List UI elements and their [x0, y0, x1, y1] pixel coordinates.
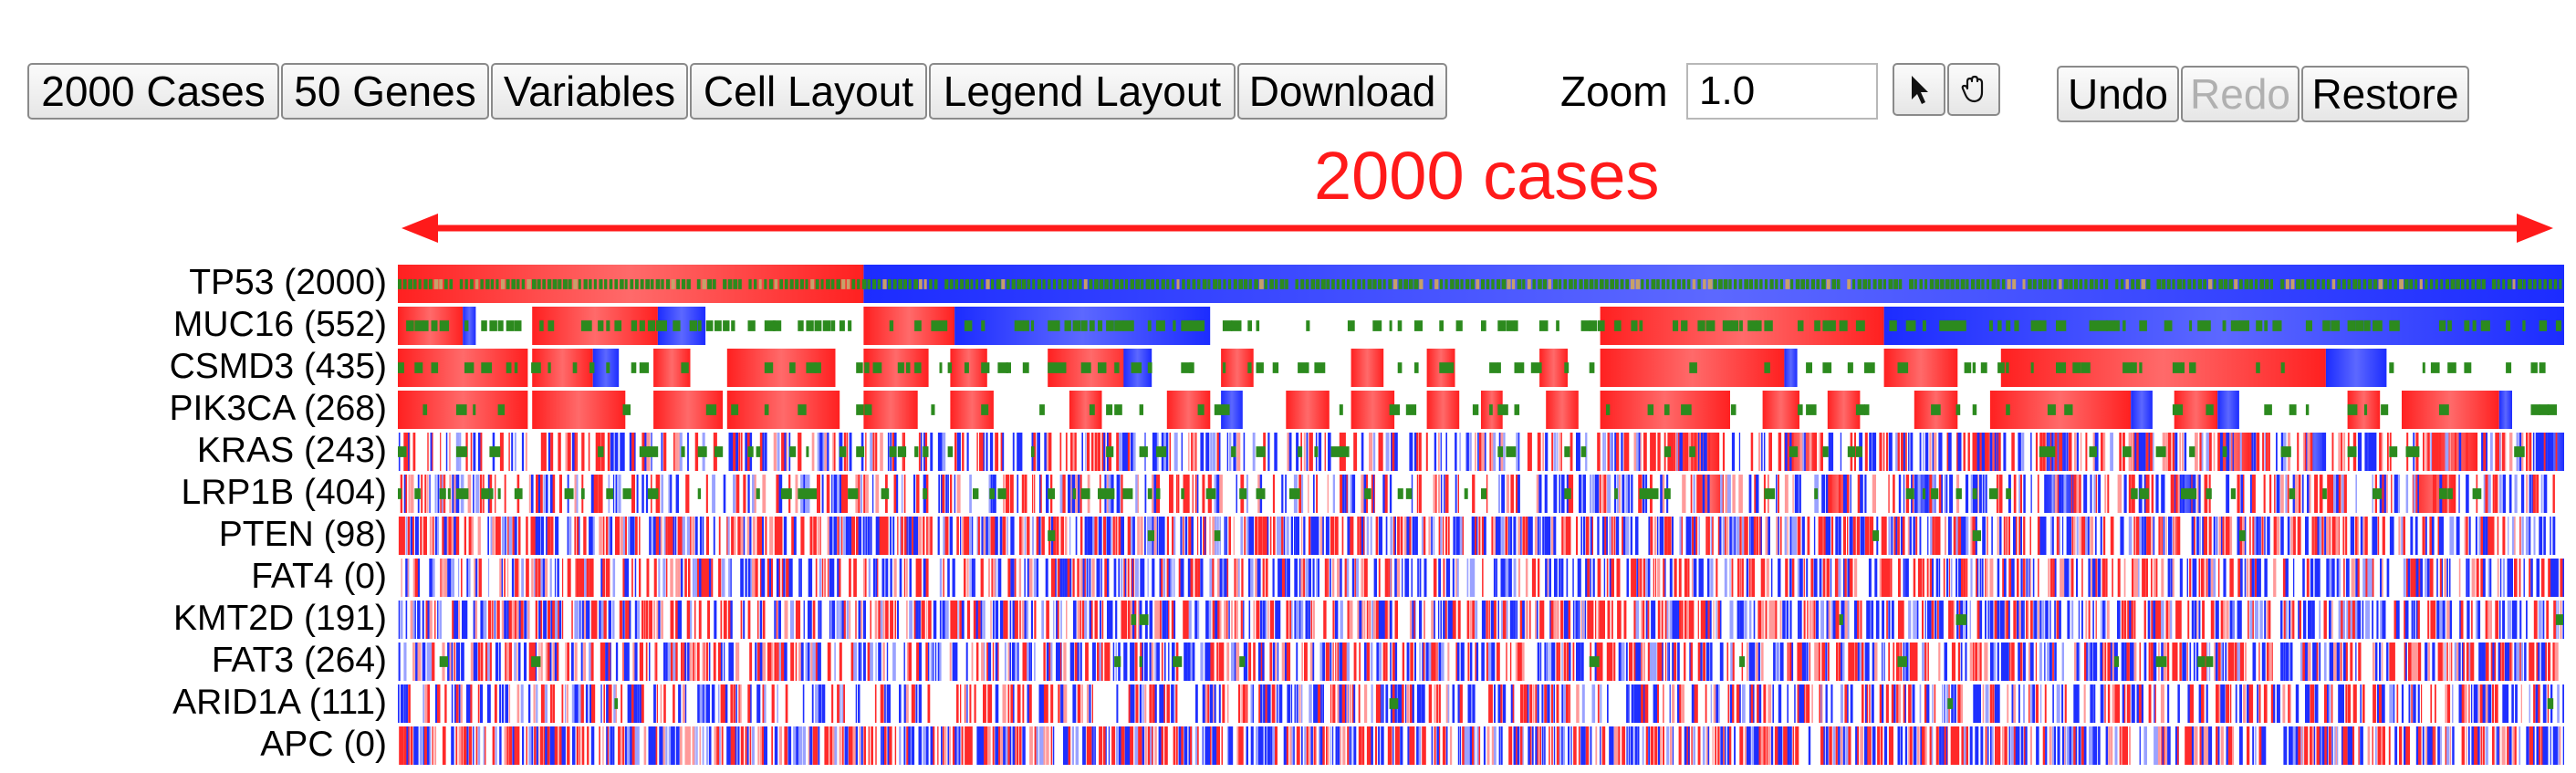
- alteration-segment[interactable]: [2325, 349, 2387, 387]
- alteration-segment[interactable]: [2000, 349, 2326, 387]
- gene-label[interactable]: PIK3CA (268): [169, 389, 387, 428]
- alteration-segment[interactable]: [2131, 391, 2153, 429]
- variables-button[interactable]: Variables: [491, 63, 688, 120]
- gene-row[interactable]: [398, 601, 2564, 639]
- alteration-segment[interactable]: [2217, 391, 2239, 429]
- gene-label[interactable]: TP53 (2000): [189, 263, 387, 302]
- undo-button[interactable]: Undo: [2057, 66, 2179, 122]
- hand-grab-icon: [1961, 75, 1984, 103]
- gene-row[interactable]: [398, 391, 2557, 429]
- alteration-segment[interactable]: [2402, 391, 2499, 429]
- gene-row[interactable]: [399, 726, 2564, 765]
- alteration-segment[interactable]: [1286, 391, 1330, 429]
- alteration-segment[interactable]: [532, 391, 626, 429]
- alteration-segment[interactable]: [532, 349, 593, 387]
- pointer-mode-button[interactable]: [1893, 63, 1945, 116]
- gene-label[interactable]: PTEN (98): [218, 515, 387, 554]
- cases-button[interactable]: 2000 Cases: [27, 63, 279, 120]
- alteration-segment[interactable]: [726, 391, 840, 429]
- cell-layout-button[interactable]: Cell Layout: [690, 63, 927, 120]
- gene-row[interactable]: [398, 307, 2564, 345]
- alteration-segment[interactable]: [1883, 349, 1958, 387]
- gene-label[interactable]: KRAS (243): [196, 431, 387, 470]
- redo-button[interactable]: Redo: [2181, 66, 2300, 122]
- gene-label[interactable]: MUC16 (552): [172, 305, 387, 344]
- gene-label[interactable]: KMT2D (191): [172, 599, 387, 638]
- alteration-segment[interactable]: [1827, 391, 1861, 429]
- gene-row[interactable]: [398, 475, 2555, 513]
- alteration-segment[interactable]: [1351, 349, 1384, 387]
- gene-label[interactable]: LRP1B (404): [181, 473, 387, 512]
- gene-label[interactable]: CSMD3 (435): [169, 347, 387, 386]
- alteration-segment[interactable]: [1762, 391, 1799, 429]
- case-span-arrow: [402, 214, 2553, 243]
- gene-label[interactable]: FAT3 (264): [211, 641, 387, 680]
- alteration-segment[interactable]: [1351, 391, 1395, 429]
- gene-row[interactable]: [401, 559, 2565, 597]
- gene-row[interactable]: [398, 517, 2556, 555]
- gene-label[interactable]: ARID1A (111): [172, 683, 387, 722]
- gene-row[interactable]: [398, 349, 2546, 387]
- restore-button[interactable]: Restore: [2301, 66, 2469, 122]
- alteration-segment[interactable]: [1675, 433, 1720, 471]
- zoom-label: Zoom: [1560, 68, 1668, 115]
- zoom-input[interactable]: [1686, 63, 1878, 120]
- gene-label[interactable]: FAT4 (0): [251, 557, 387, 596]
- alteration-segment[interactable]: [592, 349, 620, 387]
- alteration-segment[interactable]: [1784, 349, 1798, 387]
- genes-button[interactable]: 50 Genes: [281, 63, 489, 120]
- gene-row[interactable]: [398, 684, 2564, 723]
- gene-row[interactable]: [398, 265, 2564, 303]
- alteration-segment[interactable]: [1069, 391, 1102, 429]
- alteration-segment[interactable]: [2498, 391, 2512, 429]
- alteration-segment[interactable]: [1697, 475, 1724, 513]
- alteration-segment[interactable]: [1546, 391, 1579, 429]
- alteration-segment[interactable]: [863, 391, 918, 429]
- legend-layout-button[interactable]: Legend Layout: [929, 63, 1236, 120]
- alteration-segment[interactable]: [463, 307, 476, 345]
- alteration-segment[interactable]: [1539, 349, 1568, 387]
- pan-mode-button[interactable]: [1947, 63, 2000, 116]
- cursor-arrow-icon: [1912, 76, 1928, 104]
- download-button[interactable]: Download: [1237, 63, 1447, 120]
- gene-row[interactable]: [398, 642, 2559, 681]
- oncoprint-matrix[interactable]: [398, 265, 2564, 773]
- alteration-segment[interactable]: [1426, 391, 1460, 429]
- alteration-segment[interactable]: [1221, 391, 1243, 429]
- case-span-label: 2000 cases: [1314, 138, 1660, 214]
- gene-label[interactable]: APC (0): [260, 725, 387, 764]
- gene-row[interactable]: [398, 433, 2564, 471]
- alteration-segment[interactable]: [1989, 391, 2132, 429]
